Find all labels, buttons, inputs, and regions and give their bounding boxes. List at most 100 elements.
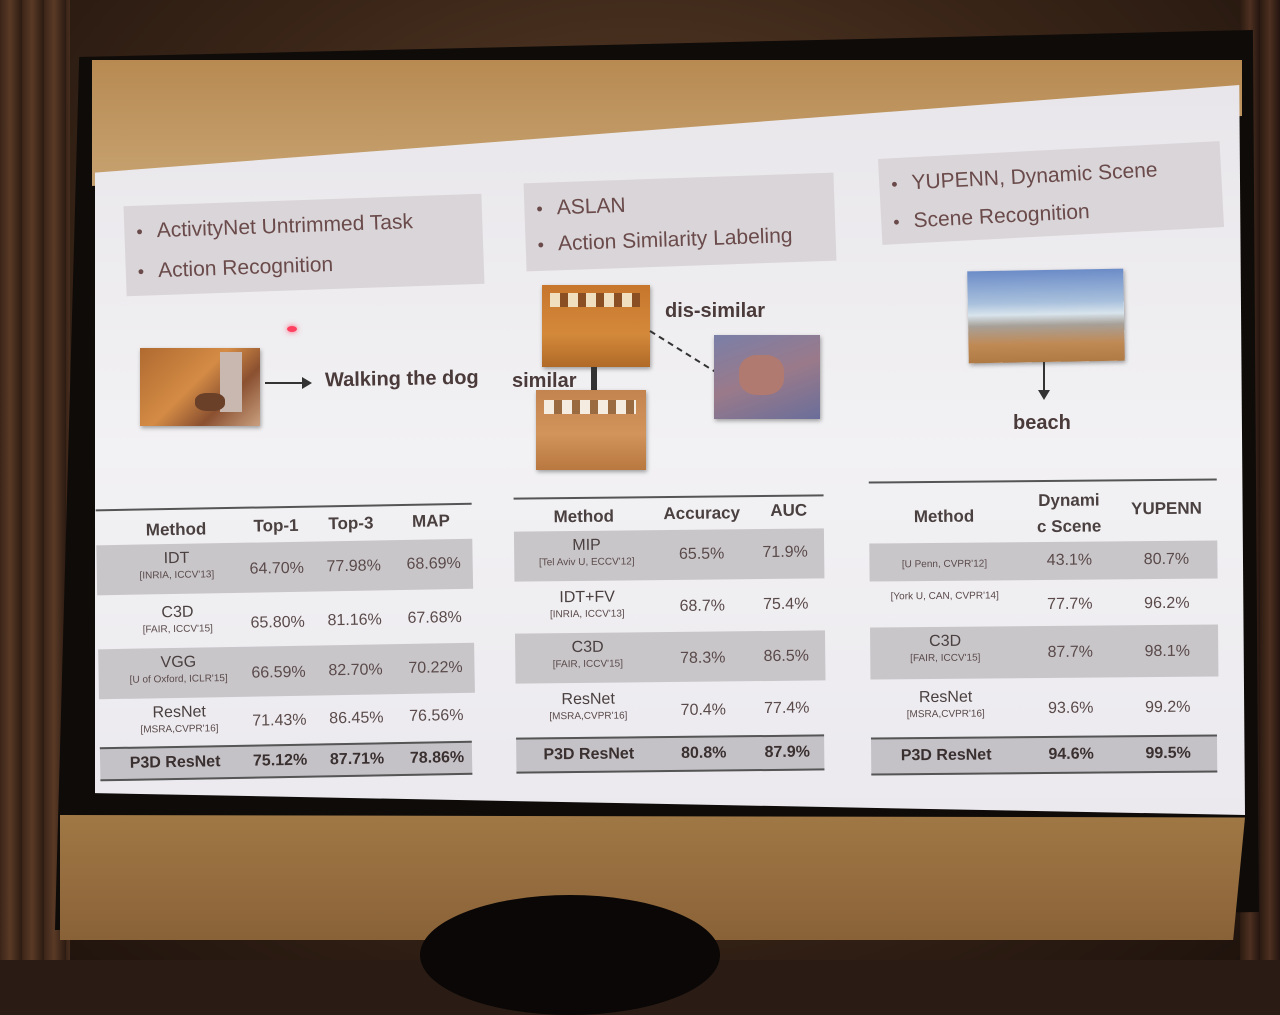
bullet-text: Scene Recognition [912, 200, 1091, 233]
audience-head-silhouette [420, 895, 720, 1015]
header-line: c Scene [1036, 516, 1102, 537]
method-name: ResNet [918, 688, 973, 707]
method-name: ResNet [561, 690, 615, 709]
value-cell: 94.6% [1048, 745, 1094, 763]
table-row: [York U, CAN, CVPR'14] 77.7% 96.2% [870, 580, 1218, 627]
col-header-auc: AUC [770, 500, 808, 520]
col-header-method: Method [553, 506, 615, 527]
table-row: [U Penn, CVPR'12] 43.1% 80.7% [869, 540, 1218, 582]
value-cell: 76.56% [409, 706, 464, 725]
method-cell: [U Penn, CVPR'12] [874, 556, 1014, 571]
bullet-item: • Scene Recognition [892, 200, 1091, 233]
value-cell: 86.5% [763, 647, 810, 666]
method-reference: [MSRA,CVPR'16] [906, 708, 985, 721]
bullet-item: • Action Similarity Labeling [537, 224, 793, 256]
method-cell: VGG [U of Oxford, ICLR'15] [113, 653, 244, 686]
col-header-yupenn: YUPENN [1130, 498, 1202, 519]
method-name [874, 556, 1014, 557]
video-frame-similar-top [542, 285, 650, 367]
bullet-text: ActivityNet Untrimmed Task [156, 210, 414, 243]
value-cell: 77.4% [764, 699, 810, 718]
table-row: ResNet [MSRA,CVPR'16] 71.43% 86.45% 76.5… [99, 693, 476, 748]
curtain-left [0, 0, 70, 960]
method-cell: P3D ResNet [876, 746, 1016, 765]
table-row-best: P3D ResNet 94.6% 99.5% [870, 734, 1218, 776]
method-cell: P3D ResNet [110, 753, 240, 773]
arrow-head-icon [302, 377, 312, 389]
table-row: C3D [FAIR, ICCV'15] 87.7% 98.1% [870, 624, 1219, 680]
table-row: MIP [Tel Aviv U, ECCV'12] 65.5% 71.9% [513, 528, 825, 582]
method-reference: [U of Oxford, ICLR'15] [129, 673, 228, 686]
method-cell: ResNet [MSRA,CVPR'16] [526, 690, 651, 723]
method-name: ResNet [152, 703, 207, 722]
video-frame-similar-bottom [536, 390, 646, 470]
method-reference: [INRIA, ICCV'13] [139, 569, 215, 582]
table-row: C3D [FAIR, ICCV'15] 78.3% 86.5% [514, 630, 826, 684]
method-reference: [FAIR, ICCV'15] [552, 658, 624, 671]
results-table-yupenn: Method Dynami c Scene YUPENN [U Penn, CV… [868, 470, 1222, 778]
bullet-item: • YUPENN, Dynamic Scene [890, 158, 1159, 195]
col-header-map: MAP [411, 511, 450, 531]
table-row-best: P3D ResNet 75.12% 87.71% 78.86% [99, 740, 473, 782]
method-name: P3D ResNet [900, 746, 992, 765]
method-reference: [INRIA, ICCV'13] [549, 608, 625, 621]
laser-pointer-dot [287, 326, 297, 332]
value-cell: 68.69% [406, 554, 461, 573]
method-name: C3D [161, 603, 194, 622]
bullet-text: ASLAN [556, 193, 626, 220]
value-cell: 75.12% [252, 751, 308, 770]
method-name: P3D ResNet [543, 745, 635, 764]
table-row: C3D [FAIR, ICCV'15] 65.80% 81.16% 67.68% [97, 593, 474, 650]
value-cell: 80.8% [680, 744, 727, 762]
method-cell: ResNet [MSRA,CVPR'16] [119, 703, 240, 736]
bullet-text: YUPENN, Dynamic Scene [910, 158, 1159, 195]
label-similar: similar [512, 370, 577, 392]
value-cell: 65.5% [678, 545, 725, 563]
col-header-dynamic-scene: Dynami c Scene [1024, 487, 1114, 540]
arrow-right-icon [265, 382, 305, 384]
bullet-item: • ActivityNet Untrimmed Task [136, 210, 414, 243]
method-name: IDT+FV [559, 588, 615, 607]
value-cell: 77.7% [1047, 595, 1093, 613]
value-cell: 86.45% [329, 709, 384, 728]
bullets-aslan: • ASLAN • Action Similarity Labeling [523, 172, 837, 272]
caption-beach: beach [1013, 412, 1071, 434]
value-cell: 87.9% [764, 743, 811, 762]
similar-connector [591, 367, 597, 391]
value-cell: 99.2% [1144, 698, 1191, 717]
value-cell: 98.1% [1144, 642, 1191, 661]
method-cell: ResNet [MSRA,CVPR'16] [886, 688, 1006, 721]
video-frame-dog-walk [140, 348, 260, 426]
value-cell: 80.7% [1143, 550, 1190, 569]
table-row: IDT [INRIA, ICCV'13] 64.70% 77.98% 68.69… [96, 538, 474, 596]
method-name: C3D [929, 632, 962, 651]
label-dissimilar: dis-similar [665, 300, 766, 322]
method-reference: [Tel Aviv U, ECCV'12] [538, 556, 635, 569]
table-row: ResNet [MSRA,CVPR'16] 93.6% 99.2% [871, 680, 1219, 735]
arrow-down-icon [1043, 362, 1045, 392]
col-header-accuracy: Accuracy [663, 503, 741, 524]
value-cell: 81.16% [327, 611, 382, 630]
method-cell: MIP [Tel Aviv U, ECCV'12] [519, 536, 654, 569]
bullets-yupenn: • YUPENN, Dynamic Scene • Scene Recognitio… [877, 141, 1225, 245]
value-cell: 78.3% [679, 649, 726, 667]
method-name: C3D [571, 638, 604, 657]
method-cell: IDT+FV [INRIA, ICCV'13] [525, 588, 650, 621]
value-cell: 96.2% [1144, 594, 1190, 613]
value-cell: 70.4% [680, 701, 727, 719]
video-frame-beach [967, 268, 1125, 364]
bullets-activitynet: • ActivityNet Untrimmed Task • Action Reco… [123, 193, 485, 297]
method-cell: P3D ResNet [521, 745, 656, 764]
method-cell: C3D [FAIR, ICCV'15] [885, 632, 1005, 664]
arrow-down-head-icon [1038, 390, 1050, 400]
value-cell: 68.7% [679, 597, 725, 615]
table-row-best: P3D ResNet 80.8% 87.9% [516, 734, 825, 774]
value-cell: 77.98% [326, 557, 381, 576]
video-frame-dissimilar [714, 335, 820, 419]
method-cell: IDT [INRIA, ICCV'13] [116, 549, 237, 582]
bullet-text: Action Similarity Labeling [557, 224, 793, 256]
method-reference: [MSRA,CVPR'16] [140, 723, 219, 736]
method-reference: [U Penn, CVPR'12] [901, 558, 988, 571]
table-row: IDT+FV [INRIA, ICCV'13] 68.7% 75.4% [514, 580, 825, 633]
value-cell: 67.68% [407, 608, 462, 627]
